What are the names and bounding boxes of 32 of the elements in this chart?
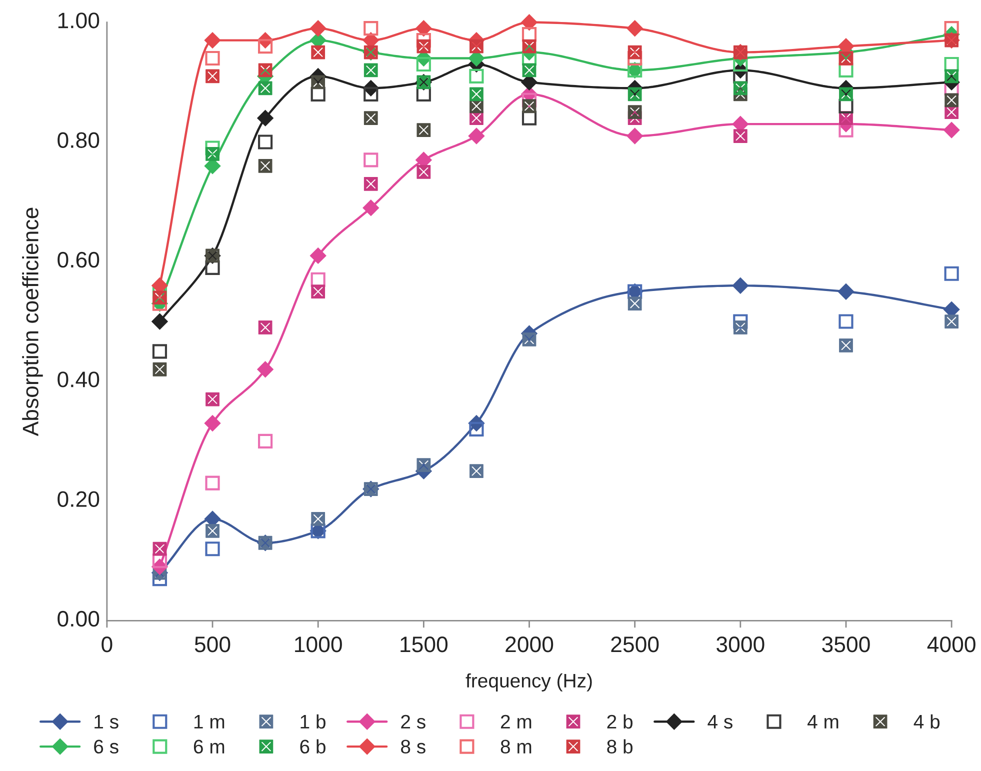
legend-label: 8 m: [500, 740, 532, 754]
legend-label: 6 b: [300, 739, 326, 754]
legend-label: 4 m: [807, 715, 838, 728]
legend-label: 4 b: [914, 714, 940, 729]
legend-label: 8 b: [607, 739, 633, 754]
y-axis-title: Absorption coefficience: [22, 208, 43, 436]
legend-label: 4 s: [708, 715, 732, 729]
legend-label: 1 b: [300, 714, 326, 729]
legend-label: 2 b: [607, 714, 633, 729]
x-tick-label: 3000: [716, 636, 764, 652]
x-tick-label: 3500: [822, 636, 870, 652]
x-tick-label: 2000: [506, 636, 554, 652]
legend-label: 2 m: [500, 714, 532, 728]
legend-label: 8 s: [401, 740, 426, 754]
legend-label: 1 s: [94, 715, 118, 729]
y-tick-label: 0.20: [58, 491, 100, 507]
y-tick-label: 0.40: [58, 372, 100, 388]
legend-label: 1 m: [194, 715, 224, 728]
legend-label: 2 s: [401, 714, 426, 729]
x-tick-label: 2500: [611, 636, 659, 652]
legend-label: 6 m: [194, 740, 224, 754]
legend-label: 6 s: [94, 740, 118, 754]
x-tick-label: 0: [102, 636, 112, 652]
y-tick-label: 0.00: [58, 610, 100, 627]
x-tick-label: 500: [194, 636, 230, 652]
x-tick-label: 4000: [927, 636, 976, 652]
x-tick-label: 1500: [400, 636, 448, 652]
y-tick-label: 0.80: [58, 132, 100, 148]
x-tick-label: 1000: [295, 636, 342, 652]
y-tick-label: 1.00: [58, 12, 100, 28]
y-tick-label: 0.60: [58, 252, 100, 268]
x-axis-title: frequency (Hz): [466, 673, 592, 692]
